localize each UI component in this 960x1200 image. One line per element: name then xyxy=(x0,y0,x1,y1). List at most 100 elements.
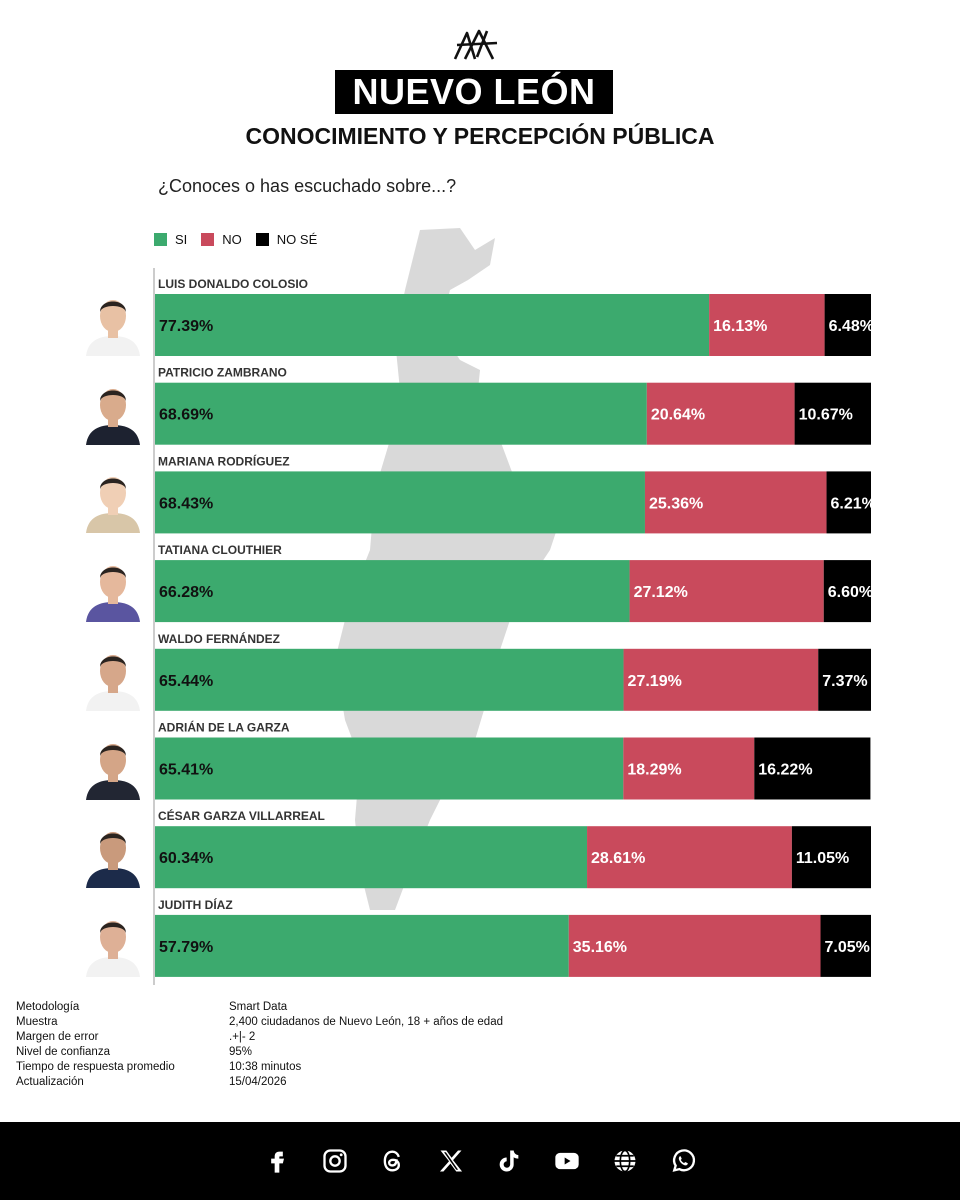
data-label: 68.43% xyxy=(159,495,213,512)
methodology-value: 2,400 ciudadanos de Nuevo León, 18 + año… xyxy=(229,1016,503,1028)
bar-segment-nose xyxy=(818,648,871,711)
legend-item-no: NO xyxy=(201,232,242,247)
data-label: 65.44% xyxy=(159,673,213,690)
candidate-photo xyxy=(78,290,148,356)
category-label: ADRIÁN DE LA GARZA xyxy=(158,720,290,735)
category-label: PATRICIO ZAMBRANO xyxy=(158,366,287,380)
whatsapp-icon[interactable] xyxy=(667,1145,699,1177)
globe-icon[interactable] xyxy=(609,1145,641,1177)
candidate-photo xyxy=(78,379,148,445)
bar-segment-nose xyxy=(794,382,871,445)
x-icon[interactable] xyxy=(435,1145,467,1177)
methodology-key: Tiempo de respuesta promedio xyxy=(16,1061,175,1073)
data-label: 6.60% xyxy=(828,584,873,601)
chart-legend: SI NO NO SÉ xyxy=(154,232,317,247)
category-label: WALDO FERNÁNDEZ xyxy=(158,631,280,646)
data-label: 16.22% xyxy=(758,762,812,779)
methodology-key: Muestra xyxy=(16,1016,58,1028)
methodology-value: 15/04/2026 xyxy=(229,1076,287,1088)
bar-segment-nose xyxy=(826,471,871,534)
bar-segment-nose xyxy=(823,560,871,623)
candidate-photo xyxy=(78,645,148,711)
candidate-photo xyxy=(78,822,148,889)
methodology-key: Nivel de confianza xyxy=(16,1046,110,1058)
methodology-value: 10:38 minutos xyxy=(229,1061,302,1073)
methodology-key: Actualización xyxy=(16,1076,84,1088)
category-label: LUIS DONALDO COLOSIO xyxy=(158,277,308,291)
methodology-key: Margen de error xyxy=(16,1031,99,1043)
methodology-key: Metodología xyxy=(16,1001,80,1013)
category-label: JUDITH DÍAZ xyxy=(158,897,233,912)
data-label: 11.05% xyxy=(796,850,849,867)
bar-segment-no xyxy=(644,471,827,534)
data-label: 28.61% xyxy=(591,850,645,867)
legend-swatch-nose xyxy=(255,233,269,246)
bar-segment-si xyxy=(155,560,630,623)
data-label: 10.67% xyxy=(799,407,853,424)
methodology-value: .+|- 2 xyxy=(229,1031,256,1043)
bar-segment-si xyxy=(155,826,588,889)
data-label: 6.21% xyxy=(831,495,876,512)
methodology-row: Nivel de confianza 95% xyxy=(16,1045,503,1060)
data-label: 27.19% xyxy=(628,673,682,690)
youtube-icon[interactable] xyxy=(551,1145,583,1177)
candidate-photo xyxy=(78,467,148,534)
methodology-block: Metodología Smart Data Muestra 2,400 ciuda… xyxy=(16,1000,503,1090)
category-label: CÉSAR GARZA VILLARREAL xyxy=(158,808,325,823)
methodology-row: Muestra 2,400 ciudadanos de Nuevo León, 1… xyxy=(16,1015,503,1030)
page-title: NUEVO LEÓN xyxy=(335,70,613,114)
bar-segment-no xyxy=(629,560,824,623)
methodology-row: Metodología Smart Data xyxy=(16,1000,503,1015)
legend-label-no: NO xyxy=(222,232,242,247)
category-label: MARIANA RODRÍGUEZ xyxy=(158,453,290,468)
data-label: 16.13% xyxy=(713,318,767,335)
data-label: 7.37% xyxy=(822,673,867,690)
legend-item-si: SI xyxy=(154,232,187,247)
methodology-row: Tiempo de respuesta promedio 10:38 minuto… xyxy=(16,1060,503,1075)
data-label: 25.36% xyxy=(649,495,703,512)
data-label: 27.12% xyxy=(634,584,688,601)
data-label: 68.69% xyxy=(159,407,213,424)
bar-segment-si xyxy=(155,471,645,534)
legend-label-nose: NO SÉ xyxy=(276,232,318,247)
candidate-photo xyxy=(78,556,148,623)
data-label: 65.41% xyxy=(159,762,213,779)
bar-segment-nose xyxy=(791,826,871,889)
facebook-icon[interactable] xyxy=(261,1145,293,1177)
candidate-photo xyxy=(78,734,148,800)
bar-segment-nose xyxy=(820,914,871,977)
bar-segment-no xyxy=(646,382,795,445)
bar-segment-si xyxy=(155,914,569,977)
data-label: 7.05% xyxy=(825,939,870,956)
legend-item-nose: NO SÉ xyxy=(255,232,318,247)
bar-segment-si xyxy=(155,382,647,445)
methodology-row: Actualización 15/04/2026 xyxy=(16,1075,503,1090)
bar-segment-no xyxy=(568,914,821,977)
data-label: 66.28% xyxy=(159,584,213,601)
data-label: 57.79% xyxy=(159,939,213,956)
legend-swatch-si xyxy=(154,233,167,246)
category-label: TATIANA CLOUTHIER xyxy=(158,543,282,557)
bar-segment-nose xyxy=(824,294,871,356)
methodology-row: Margen de error .+|- 2 xyxy=(16,1030,503,1045)
bar-segment-no xyxy=(623,648,819,711)
threads-icon[interactable] xyxy=(377,1145,409,1177)
brand-logo xyxy=(453,29,498,60)
data-label: 35.16% xyxy=(573,939,627,956)
candidate-photo xyxy=(78,911,148,977)
bar-segment-no xyxy=(709,294,825,356)
bar-segment-no xyxy=(623,737,755,800)
instagram-icon[interactable] xyxy=(319,1145,351,1177)
bar-segment-si xyxy=(155,648,624,711)
data-label: 60.34% xyxy=(159,850,213,867)
bar-segment-nose xyxy=(754,737,871,800)
legend-label-si: SI xyxy=(175,232,188,247)
data-label: 6.48% xyxy=(829,318,874,335)
page-subtitle: CONOCIMIENTO Y PERCEPCIÓN PÚBLICA xyxy=(245,123,715,149)
stacked-bar-chart: LUIS DONALDO COLOSIO 77.39% 16.13% 6.48% PAT… xyxy=(153,268,876,985)
data-label: 20.64% xyxy=(651,407,705,424)
tiktok-icon[interactable] xyxy=(493,1145,525,1177)
social-footer xyxy=(0,1122,960,1200)
data-label: 18.29% xyxy=(627,762,681,779)
survey-question: ¿Conoces o has escuchado sobre...? xyxy=(158,176,457,196)
